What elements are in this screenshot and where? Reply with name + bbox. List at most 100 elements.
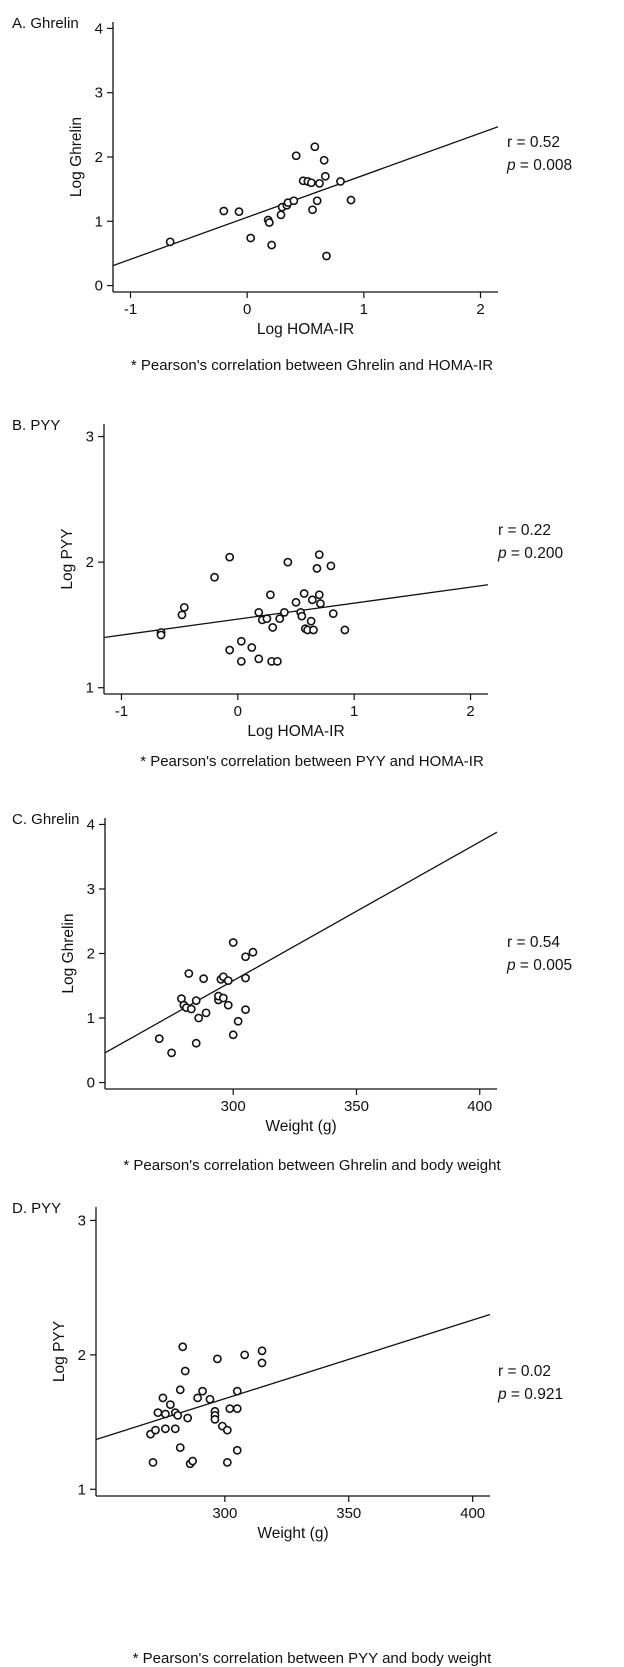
y-tick-label: 1: [78, 1481, 86, 1498]
x-axis-label: Log HOMA-IR: [247, 723, 344, 740]
x-tick-label: 1: [350, 703, 358, 720]
x-tick-label: 350: [344, 1098, 369, 1115]
chart-panel-2: B. PYY 1 2 3 -1 0 1 2 Log HOMA-IR Log PYY r = 0.22…: [12, 417, 563, 770]
data-point: [291, 151, 301, 161]
y-tick-label: 1: [95, 213, 103, 230]
p-value-text: p = 0.921: [497, 1386, 563, 1403]
data-point: [228, 1030, 238, 1040]
data-point: [186, 1004, 196, 1014]
x-axis-label: Log HOMA-IR: [257, 321, 354, 338]
data-point: [247, 643, 257, 652]
x-tick-label: 300: [221, 1098, 246, 1115]
x-tick-label: 350: [336, 1505, 361, 1522]
data-point: [257, 1346, 267, 1356]
data-point: [223, 1000, 233, 1010]
correlation-r-text: r = 0.02: [498, 1363, 551, 1380]
p-symbol: p: [497, 1386, 507, 1403]
data-point: [254, 607, 264, 617]
data-point: [299, 589, 309, 598]
data-point: [193, 1393, 202, 1403]
y-tick-label: 2: [86, 554, 94, 571]
data-point: [241, 973, 250, 983]
data-point: [314, 590, 324, 600]
data-point: [246, 233, 256, 243]
footnote: * Pearson's correlation between PYY and …: [140, 753, 484, 770]
y-tick-label: 2: [95, 149, 103, 166]
data-point: [160, 1409, 170, 1419]
data-point: [156, 630, 166, 640]
data-point: [173, 1410, 183, 1420]
data-point: [314, 550, 324, 560]
footnote: * Pearson's correlation between Ghrelin …: [131, 357, 493, 374]
data-point: [199, 974, 209, 984]
x-tick-label: 1: [360, 301, 368, 318]
panel-label: D. PYY: [12, 1200, 61, 1217]
data-point: [225, 645, 235, 655]
y-tick-label: 3: [95, 85, 103, 102]
x-tick-label: 400: [460, 1505, 485, 1522]
data-point: [320, 171, 330, 181]
data-point: [272, 656, 282, 666]
y-tick-label: 3: [87, 881, 95, 898]
y-tick-label: 2: [87, 946, 95, 963]
y-axis-label: Log PYY: [51, 1321, 68, 1382]
data-point: [267, 240, 277, 250]
data-point: [336, 177, 345, 186]
data-point: [233, 1016, 243, 1026]
regression-line: [104, 831, 498, 1054]
data-point: [257, 1358, 267, 1368]
data-point: [241, 1005, 250, 1015]
data-point: [165, 237, 175, 247]
data-point: [179, 602, 189, 612]
data-point: [223, 976, 233, 985]
data-point: [322, 251, 331, 261]
data-point: [232, 1404, 242, 1414]
p-value-text: p = 0.005: [506, 957, 572, 974]
data-point: [289, 196, 299, 206]
x-axis-label: Weight (g): [265, 1118, 336, 1135]
p-value: = 0.005: [516, 957, 572, 974]
data-point: [148, 1457, 158, 1467]
data-point: [268, 623, 278, 632]
regression-line: [112, 126, 499, 267]
footnote: * Pearson's correlation between Ghrelin …: [123, 1157, 501, 1174]
data-point: [188, 1456, 198, 1466]
data-point: [297, 611, 307, 621]
x-tick-label: -1: [124, 301, 137, 318]
data-point: [264, 218, 274, 227]
data-point: [201, 1008, 211, 1018]
data-point: [326, 561, 336, 571]
data-point: [232, 1445, 242, 1455]
data-point: [279, 607, 289, 617]
data-point: [225, 1404, 235, 1414]
x-tick-label: 2: [466, 703, 474, 720]
x-tick-label: 300: [212, 1505, 237, 1522]
data-point: [315, 178, 324, 188]
data-point: [307, 595, 317, 605]
correlation-r-text: r = 0.22: [498, 522, 551, 539]
data-point: [241, 952, 250, 962]
data-point: [232, 1386, 242, 1396]
data-point: [340, 625, 350, 635]
data-point: [184, 969, 194, 978]
p-value: = 0.200: [507, 545, 564, 562]
data-point: [319, 155, 329, 165]
y-tick-label: 1: [86, 680, 94, 697]
p-value-text: p = 0.200: [497, 545, 563, 562]
y-axis-label: Log Ghrelin: [68, 117, 85, 197]
p-symbol: p: [497, 545, 507, 562]
data-point: [310, 142, 320, 152]
data-point: [306, 178, 316, 188]
data-point: [276, 210, 286, 220]
data-point: [265, 590, 275, 600]
regression-line: [95, 1313, 491, 1441]
panel-label: C. Ghrelin: [12, 811, 80, 828]
data-point: [180, 1366, 190, 1376]
data-point: [183, 1413, 193, 1423]
data-point: [175, 1443, 185, 1453]
y-tick-label: 4: [87, 816, 95, 833]
y-tick-label: 3: [78, 1212, 86, 1229]
data-point: [306, 616, 316, 626]
